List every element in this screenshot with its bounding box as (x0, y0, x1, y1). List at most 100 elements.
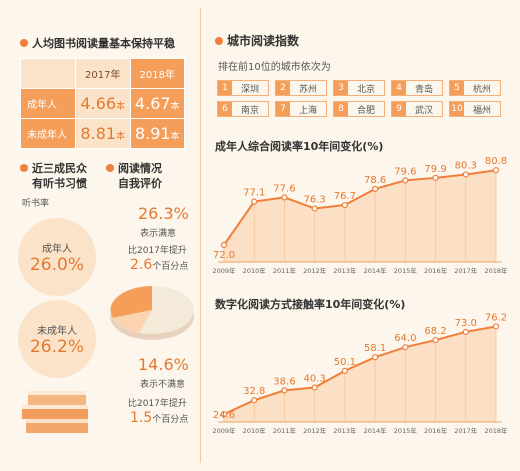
city-rank-number: 7 (276, 102, 290, 116)
data-label: 24.6 (213, 410, 235, 421)
x-tick-label: 2015年 (394, 426, 418, 435)
data-label: 79.9 (424, 164, 446, 175)
x-tick-label: 2017年 (454, 266, 478, 275)
data-label: 73.0 (455, 318, 477, 329)
unsatisfied-label: 表示不满意 (140, 380, 186, 390)
data-label: 80.3 (455, 160, 477, 171)
city-rank-item: 10 福州 (449, 101, 501, 117)
data-point (402, 177, 409, 184)
x-tick-label: 2014年 (364, 426, 388, 435)
table-header-2017: 2017年 (75, 58, 131, 89)
data-label: 40.3 (304, 373, 326, 384)
data-label: 38.6 (273, 376, 295, 387)
data-point (432, 336, 439, 344)
city-rank-item: 5 杭州 (449, 80, 501, 96)
data-point (220, 411, 228, 418)
reading-volume-table: 2017年 2018年 成年人 4.66本 4.67本 未成年人 8.81本 8… (20, 58, 185, 149)
x-tick-label: 2010年 (243, 266, 267, 275)
data-point (492, 167, 500, 174)
data-point (311, 205, 318, 212)
x-tick-label: 2018年 (484, 266, 508, 275)
city-name: 杭州 (472, 84, 491, 95)
data-point (372, 354, 379, 361)
data-label: 32.8 (243, 386, 265, 397)
satisfaction-pie (110, 286, 194, 340)
x-tick-label: 2009年 (212, 426, 236, 435)
city-name: 北京 (356, 84, 375, 95)
data-point (220, 241, 228, 249)
satisfied-change: 比2017年提升 (128, 246, 187, 256)
listening-title-1: 近三成民众 (20, 160, 87, 176)
table-header-2018: 2018年 (129, 58, 185, 89)
row-label: 成年人 (20, 88, 76, 119)
city-rank-number: 9 (392, 102, 406, 116)
x-tick-label: 2017年 (454, 426, 478, 435)
cell-2018: 4.67本 (129, 88, 185, 119)
x-tick-label: 2011年 (273, 426, 297, 435)
series-line (223, 169, 497, 246)
adult-reading-rate-chart: 72.0 2009年 77.1 2010年 77.6 2011年 76.3 2012年 76.7… (212, 156, 508, 275)
cell-2017: 4.66本 (75, 88, 131, 119)
city-name: 青岛 (414, 84, 433, 95)
city-rank-item: 8 合肥 (333, 101, 385, 117)
unsatisfied-change: 比2017年提升 (128, 399, 187, 409)
data-label: 58.1 (364, 343, 386, 354)
satisfied-value: 26.3% (138, 204, 189, 223)
city-rank-number: 10 (450, 102, 464, 116)
city-name: 上海 (298, 105, 317, 116)
city-name: 福州 (472, 105, 491, 116)
data-label: 76.2 (485, 312, 507, 323)
data-label: 76.7 (334, 191, 356, 202)
data-point (432, 174, 439, 181)
listening-title-2: 有听书习惯 (32, 177, 87, 190)
city-name: 武汉 (414, 105, 433, 116)
minor-listening-circle: 未成年人 26.2% (18, 300, 96, 378)
digital-reading-chart-title: 数字化阅读方式接触率10年间变化(%) (215, 298, 406, 311)
data-label: 68.2 (424, 326, 446, 337)
data-label: 77.6 (273, 183, 295, 194)
eval-title-2: 自我评价 (118, 177, 162, 190)
city-rank-number: 6 (218, 102, 232, 116)
city-rank-number: 8 (334, 102, 348, 116)
bullet-icon (215, 37, 223, 45)
city-name: 合肥 (356, 105, 375, 116)
x-tick-label: 2015年 (394, 266, 418, 275)
x-tick-label: 2012年 (303, 426, 327, 435)
satisfied-change-points: 2.6个百分点 (130, 257, 189, 273)
unsatisfied-change-points: 1.5个百分点 (130, 410, 189, 426)
row-label: 未成年人 (20, 118, 76, 149)
adult-listening-circle: 成年人 26.0% (18, 218, 96, 296)
digital-reading-rate-chart: 24.6 2009年 32.8 2010年 38.6 2011年 40.3 2012年 50.1… (212, 312, 508, 435)
data-point (372, 185, 379, 193)
city-index-title: 城市阅读指数 (215, 32, 299, 49)
city-rank-number: 4 (392, 81, 406, 95)
unsatisfied-value: 14.6% (138, 355, 189, 374)
x-tick-label: 2011年 (273, 266, 297, 275)
city-rank-item: 7 上海 (275, 101, 327, 117)
city-rank-number: 3 (334, 81, 348, 95)
x-tick-label: 2013年 (333, 426, 357, 435)
data-point (462, 328, 469, 335)
data-label: 78.6 (364, 175, 386, 186)
eval-title-1: 阅读情况 (106, 160, 162, 176)
data-label: 76.3 (304, 194, 326, 205)
listening-subtitle: 听书率 (22, 199, 50, 209)
reading-volume-title: 人均图书阅读量基本保持平稳 (20, 35, 175, 51)
city-rank-item: 4 青岛 (391, 80, 443, 96)
x-tick-label: 2016年 (424, 266, 448, 275)
x-tick-label: 2010年 (243, 426, 267, 435)
city-rank-number: 5 (450, 81, 464, 95)
data-label: 64.0 (394, 333, 416, 344)
x-tick-label: 2012年 (303, 266, 327, 275)
city-rank-item: 1 深圳 (217, 80, 269, 96)
books-icon (22, 391, 88, 433)
city-rank-item: 9 武汉 (391, 101, 443, 117)
x-tick-label: 2013年 (333, 266, 357, 275)
city-rank-subtitle: 排在前10位的城市依次为 (218, 62, 331, 73)
data-label: 79.6 (394, 166, 416, 177)
cell-2017: 8.81本 (75, 118, 131, 149)
bullet-icon (20, 164, 28, 172)
x-tick-label: 2016年 (424, 426, 448, 435)
table-header-row: 2017年 2018年 (20, 58, 185, 89)
data-label: 50.1 (334, 357, 356, 368)
